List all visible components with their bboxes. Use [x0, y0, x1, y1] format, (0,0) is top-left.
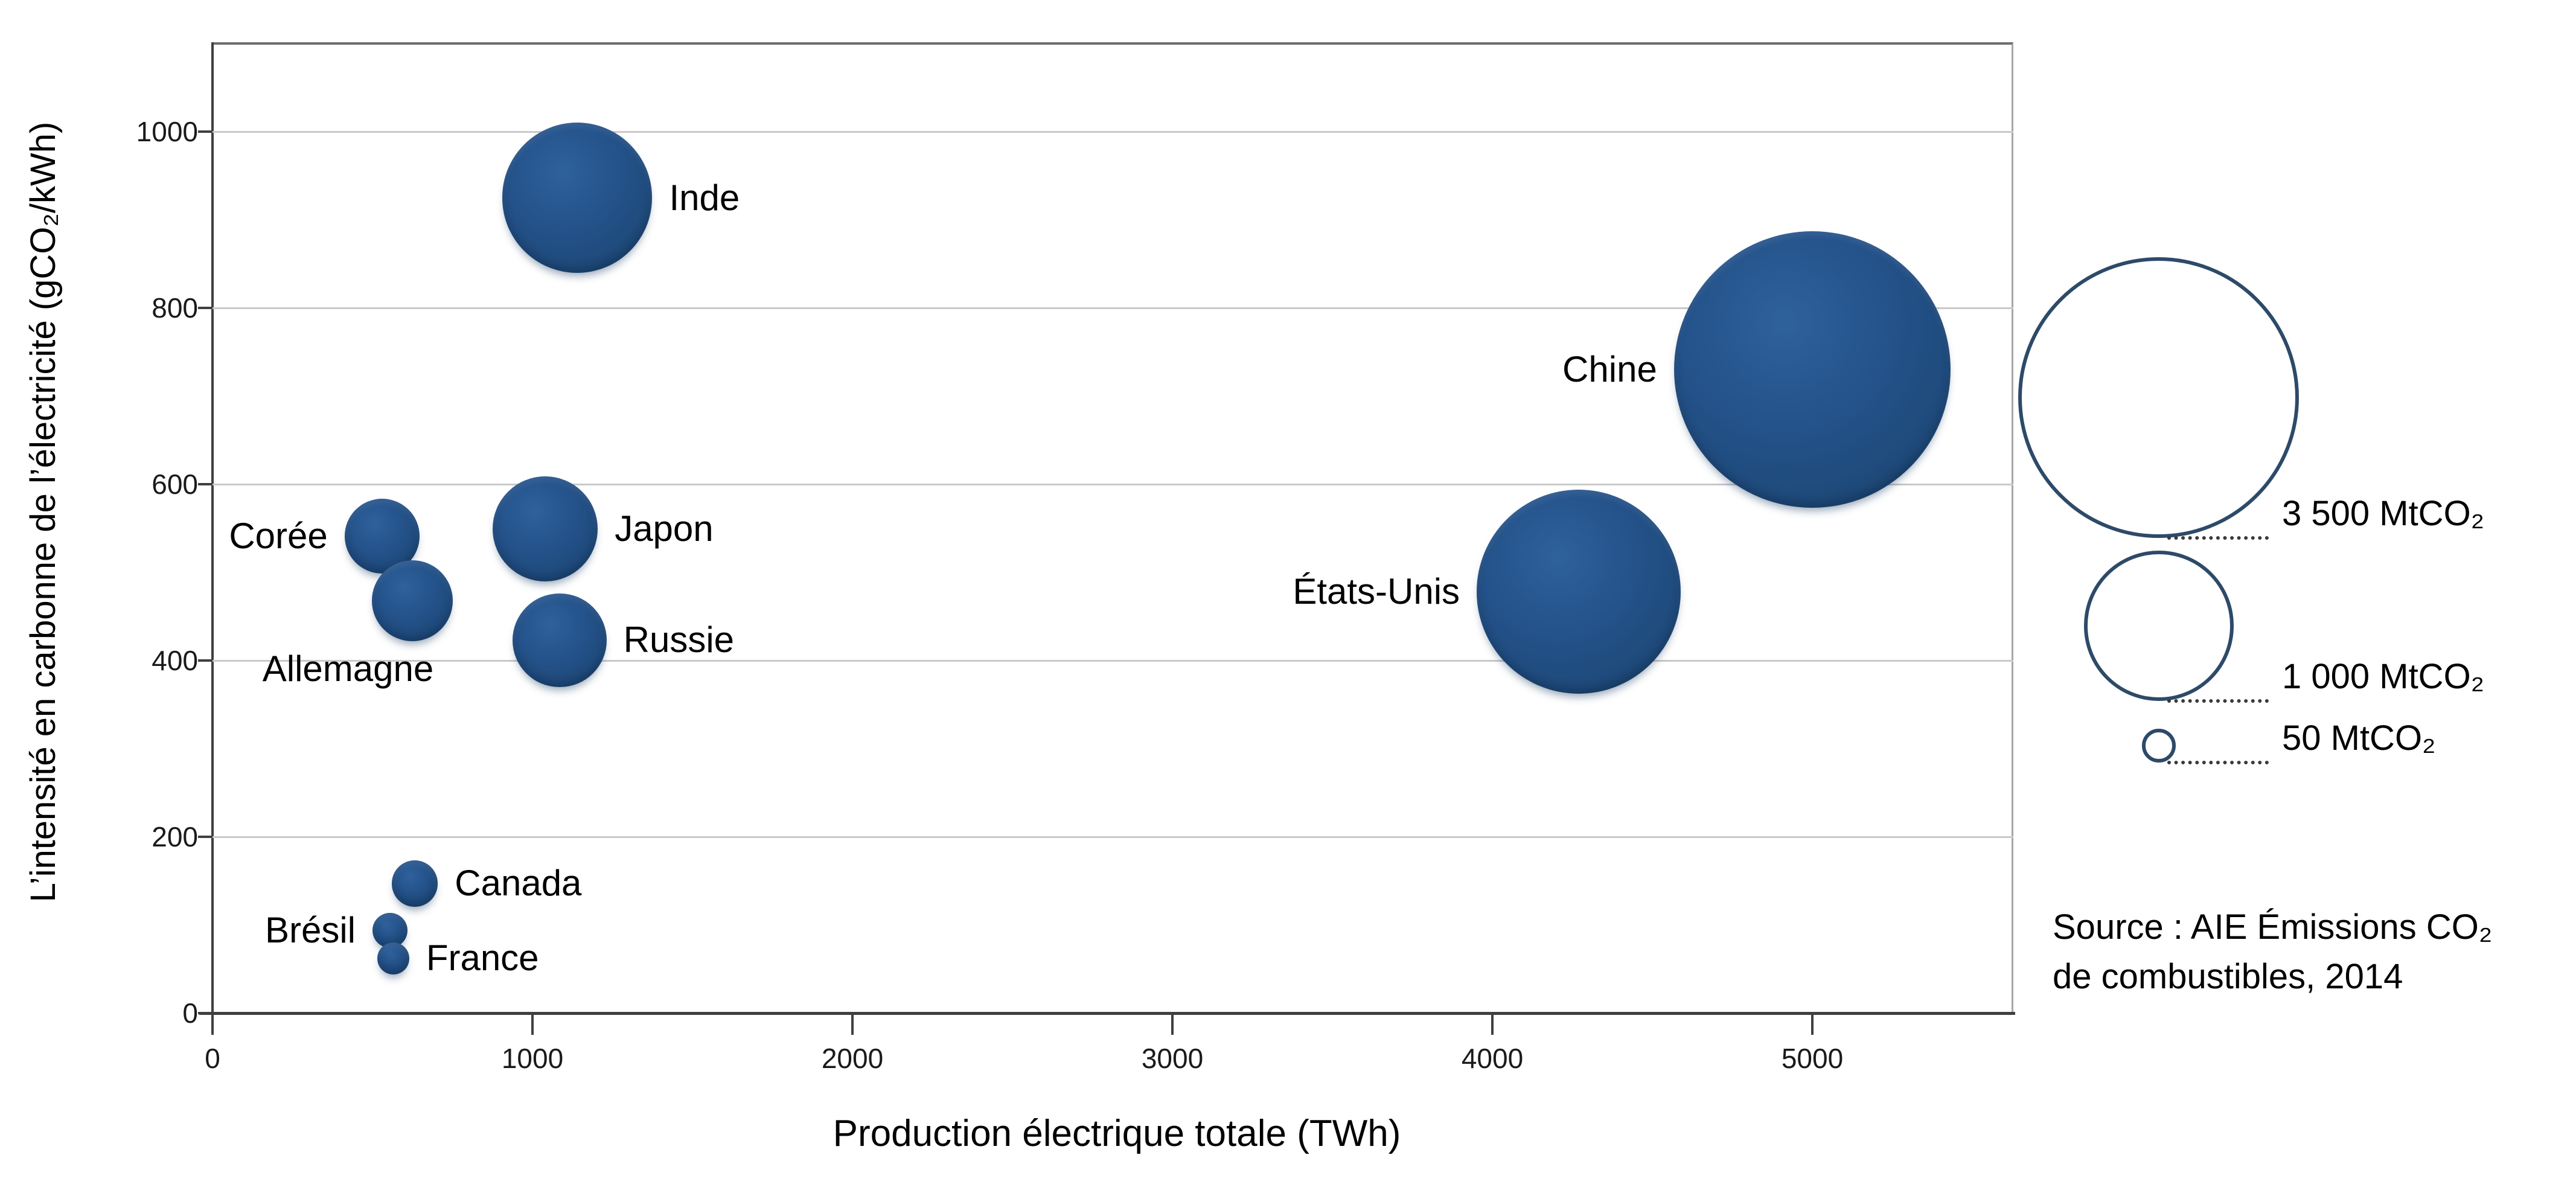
y-axis-line — [211, 42, 214, 1023]
bubble-etats-unis — [1477, 490, 1681, 694]
bubble-label-chine: Chine — [1562, 349, 1657, 390]
y-tick-label-800: 800 — [152, 292, 198, 324]
y-tick-label-200: 200 — [152, 821, 198, 853]
y-tick-mark-200 — [198, 836, 213, 838]
source-note-line2: de combustibles, 2014 — [2053, 957, 2403, 996]
y-gridline-800 — [213, 307, 2013, 309]
bubble-label-japon: Japon — [615, 508, 714, 549]
source-note: Source : AIE Émissions CO₂ de combustibl… — [2053, 903, 2492, 1002]
x-tick-mark-4000 — [1491, 1014, 1494, 1035]
x-tick-mark-3000 — [1171, 1014, 1174, 1035]
y-tick-mark-800 — [198, 307, 213, 309]
bubble-allemagne — [372, 560, 453, 641]
x-axis-title: Production électrique totale (TWh) — [833, 1113, 1401, 1154]
legend-leader-1000 — [2167, 699, 2269, 703]
y-gridline-400 — [213, 660, 2013, 662]
bubble-label-allemagne: Allemagne — [262, 648, 434, 689]
y-tick-label-1000: 1000 — [136, 116, 198, 147]
legend-circle-1000 — [2083, 551, 2234, 701]
y-tick-mark-400 — [198, 659, 213, 662]
bubble-label-inde: Inde — [669, 177, 740, 218]
bubble-canada — [391, 860, 438, 907]
bubble-label-russie: Russie — [623, 619, 735, 661]
y-gridline-1000 — [213, 131, 2013, 133]
y-tick-mark-0 — [198, 1012, 213, 1014]
y-tick-label-400: 400 — [152, 645, 198, 676]
legend-circle-50 — [2142, 729, 2176, 763]
y-gridline-600 — [213, 484, 2013, 485]
x-axis-line — [199, 1012, 2015, 1015]
x-tick-mark-5000 — [1811, 1014, 1814, 1035]
y-axis-title: L’intensité en carbonne de l’électricité… — [24, 121, 63, 903]
x-tick-label-1000: 1000 — [501, 1043, 564, 1074]
bubble-label-canada: Canada — [455, 863, 582, 904]
x-tick-mark-2000 — [851, 1014, 854, 1035]
bubble-label-bresil: Brésil — [264, 909, 356, 950]
legend-leader-3500 — [2167, 536, 2269, 540]
x-tick-label-2000: 2000 — [821, 1043, 884, 1074]
legend-circle-3500 — [2018, 257, 2300, 538]
y-tick-mark-600 — [198, 483, 213, 485]
bubble-inde — [502, 123, 653, 273]
x-tick-label-5000: 5000 — [1781, 1043, 1844, 1074]
x-tick-label-0: 0 — [205, 1043, 220, 1074]
legend-label-50: 50 MtCO₂ — [2282, 718, 2436, 758]
bubble-bresil — [372, 912, 408, 948]
legend-label-3500: 3 500 MtCO₂ — [2282, 494, 2485, 533]
bubble-france — [377, 942, 409, 974]
bubble-label-france: France — [426, 938, 539, 979]
x-tick-mark-0 — [211, 1014, 214, 1035]
y-tick-mark-1000 — [198, 130, 213, 133]
x-tick-label-3000: 3000 — [1141, 1043, 1204, 1074]
bubble-russie — [513, 593, 607, 688]
x-tick-label-4000: 4000 — [1461, 1043, 1524, 1074]
y-tick-label-0: 0 — [182, 997, 198, 1029]
legend-label-1000: 1 000 MtCO₂ — [2282, 657, 2485, 696]
y-tick-label-600: 600 — [152, 469, 198, 500]
legend-leader-50 — [2167, 761, 2269, 764]
x-tick-mark-1000 — [531, 1014, 534, 1035]
y-gridline-200 — [213, 836, 2013, 838]
source-note-line1: Source : AIE Émissions CO₂ — [2053, 907, 2493, 947]
bubble-label-etats-unis: États-Unis — [1293, 571, 1460, 612]
bubble-label-coree: Corée — [229, 516, 328, 557]
bubble-japon — [493, 476, 598, 582]
bubble-chine — [1673, 231, 1951, 508]
